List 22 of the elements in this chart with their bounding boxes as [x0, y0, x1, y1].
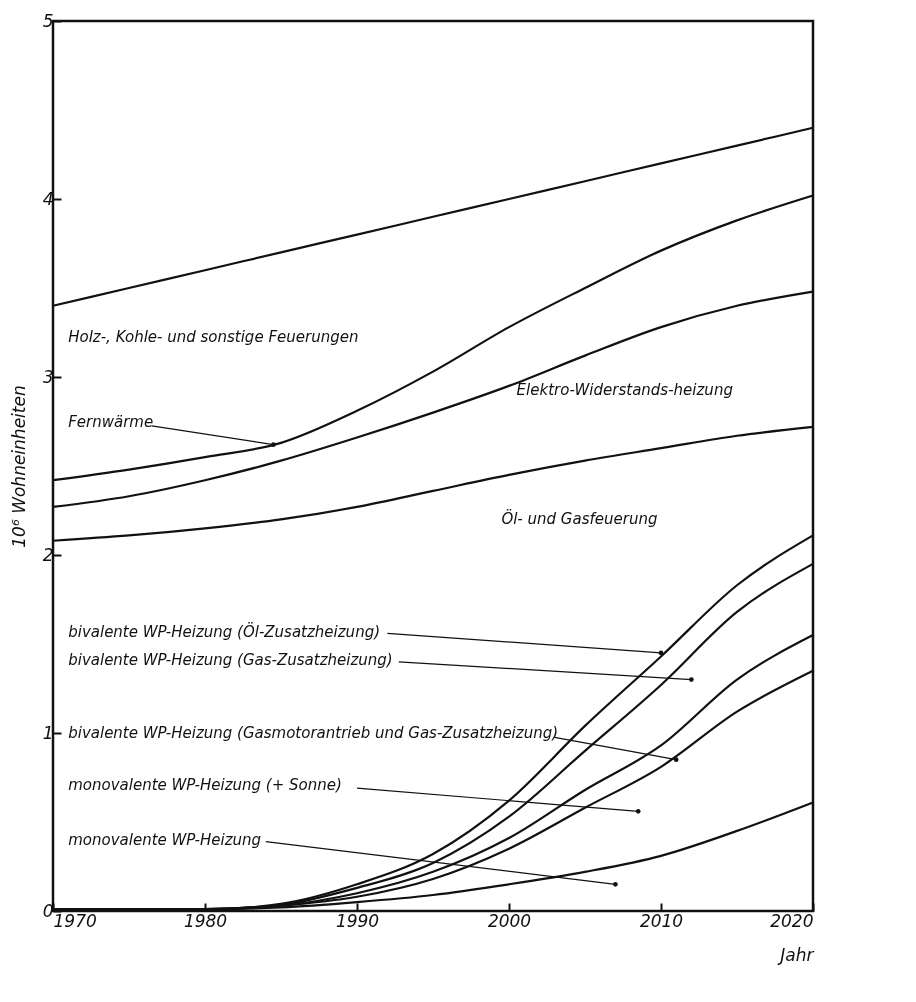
annotation: Elektro-Widerstands-heizung	[516, 381, 733, 400]
annotation: Fernwärme	[68, 412, 154, 431]
x-tick-label: 1980	[183, 910, 228, 931]
x-tick-label: 2020	[770, 910, 814, 931]
annotation: bivalente WP-Heizung (Gas-Zusatzheizung)	[68, 651, 393, 670]
y-tick-label: 5	[42, 10, 54, 31]
x-tick-label: 2000	[487, 910, 532, 931]
y-tick-label: 3	[42, 366, 54, 387]
y-tick-label: 4	[42, 188, 54, 209]
x-tick-label: 1990	[335, 910, 380, 931]
annotation: bivalente WP-Heizung (Gasmotorantrieb und Gas-Zusatzheizung)	[68, 724, 559, 742]
x-tick-label: 1970	[53, 910, 97, 931]
annotation: Öl- und Gasfeuerung	[501, 509, 658, 529]
annotation: Holz-, Kohle- und sonstige Feuerungen	[68, 327, 359, 346]
y-tick-label: 1	[42, 722, 54, 743]
x-axis-title: Jahr	[777, 944, 815, 965]
annotation: monovalente WP-Heizung	[68, 830, 262, 849]
y-tick-label: 2	[42, 544, 54, 565]
annotation: bivalente WP-Heizung (Öl-Zusatzheizung)	[68, 621, 381, 641]
annotation: monovalente WP-Heizung (+ Sonne)	[68, 775, 342, 794]
x-tick-label: 2010	[639, 910, 684, 931]
y-axis-title: 10⁶ Wohneinheiten	[8, 385, 29, 548]
